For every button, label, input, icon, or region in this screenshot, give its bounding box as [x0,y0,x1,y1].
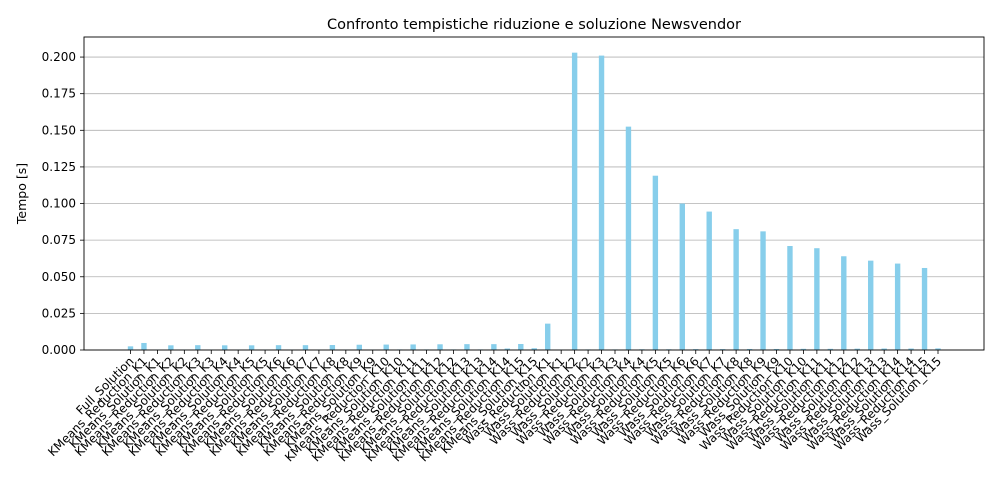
bar [464,344,470,350]
x-axis-ticks: Full_SolutionKMeans_Reduction_K1KMeans_S… [45,350,944,464]
bar [545,323,551,350]
bar [935,348,941,350]
y-tick-label: 0.200 [42,50,76,64]
bar [679,203,685,350]
bar [652,175,659,350]
bar [598,55,605,350]
bar [787,246,793,350]
y-tick-label: 0.175 [42,87,76,101]
y-tick-label: 0.075 [42,233,76,247]
bar [504,348,511,350]
y-tick-label: 0.000 [42,343,76,357]
bar [841,256,847,350]
bar [800,348,807,350]
bar [356,344,362,350]
bar [706,211,712,350]
bar [248,345,255,350]
y-axis-ticks: 0.000 0.025 0.050 0.075 0.100 0.125 0.150 0.175… [42,50,84,357]
bar [868,260,874,350]
bar [329,345,336,350]
bar [410,344,416,350]
bar [141,342,147,350]
gridlines [84,56,984,351]
bar [881,348,887,350]
y-tick-label: 0.150 [42,123,76,137]
bar [531,348,537,350]
bar [733,229,739,350]
bar [302,345,309,350]
bar [746,348,753,350]
bar [921,267,928,350]
y-tick-label: 0.025 [42,306,76,320]
chart-title: Confronto tempistiche riduzione e soluzi… [327,17,741,33]
bar [760,231,766,350]
bar [773,348,780,350]
bar [127,346,134,350]
bar [168,345,174,350]
bar [437,344,443,350]
y-tick-label: 0.050 [42,270,76,284]
bar [908,348,914,350]
bar [814,248,820,350]
bars [127,52,941,351]
bar [894,263,901,350]
y-tick-label: 0.125 [42,160,76,174]
bar [222,345,228,350]
bar [518,343,524,350]
bar [195,345,201,350]
bar [827,348,834,350]
bar [854,348,860,350]
bar [491,344,497,350]
y-tick-label: 0.100 [42,197,76,211]
bar [625,126,632,350]
bar [383,344,389,350]
bar [275,345,282,350]
plot-frame [83,36,985,351]
bar [571,52,578,351]
y-axis-label: Tempo [s] [14,163,29,225]
